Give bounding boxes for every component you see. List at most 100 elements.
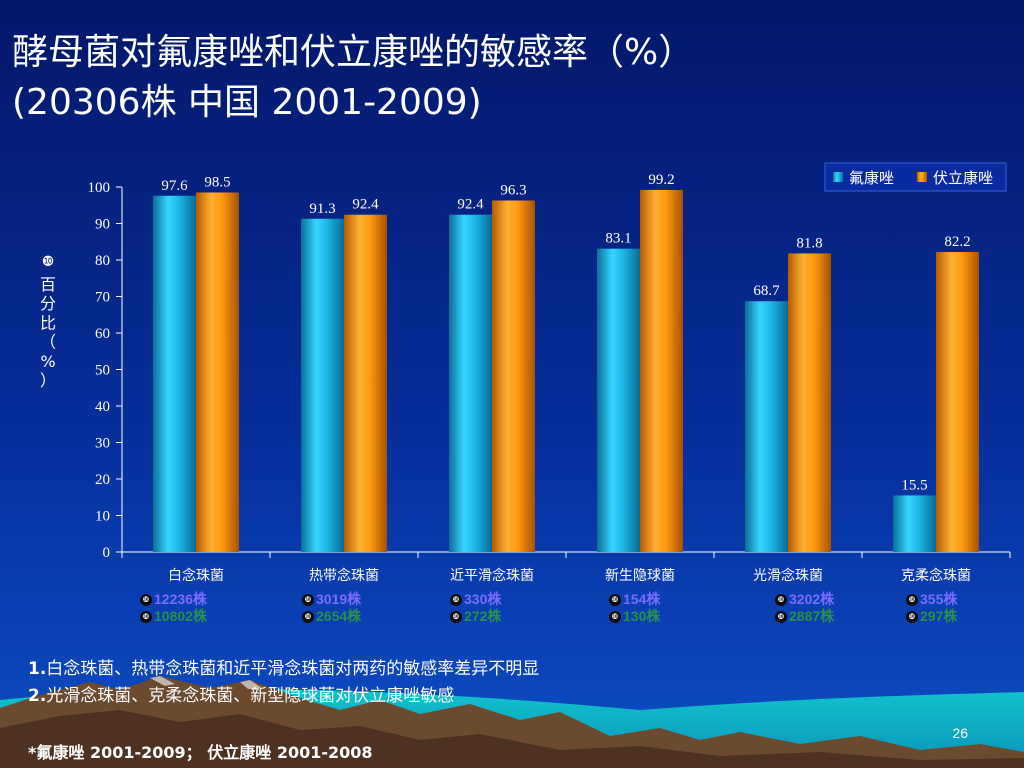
fluconazole-sample-count: ❿ 330株 bbox=[450, 591, 501, 608]
fluconazole-value-label: 97.6 bbox=[161, 178, 188, 194]
voriconazole-bar bbox=[344, 214, 387, 552]
fluconazole-value-label: 92.4 bbox=[457, 197, 484, 213]
fluconazole-sample-count-value: 355株 bbox=[920, 591, 958, 607]
voriconazole-value-label: 92.4 bbox=[352, 197, 379, 213]
y-tick-label: 100 bbox=[88, 180, 111, 196]
fluconazole-value-label: 68.7 bbox=[753, 283, 780, 299]
fluconazole-value-label: 15.5 bbox=[901, 477, 927, 493]
voriconazole-sample-count: ❿ 130株 bbox=[609, 608, 660, 625]
voriconazole-value-label: 99.2 bbox=[648, 172, 674, 188]
y-tick-label: 10 bbox=[95, 509, 110, 525]
y-tick-label: 40 bbox=[95, 399, 110, 415]
voriconazole-value-label: 96.3 bbox=[500, 183, 526, 199]
legend-swatch-fluconazole bbox=[833, 172, 843, 182]
fluconazole-sample-count-value: 3202株 bbox=[789, 591, 835, 607]
slide-title: 酵母菌对氟康唑和伏立康唑的敏感率（%） (20306株 中国 2001-2009… bbox=[12, 28, 1012, 128]
note-2-number: 2. bbox=[28, 686, 47, 706]
y-tick-label: 60 bbox=[95, 326, 110, 342]
footnote-separator: ； 伏立康唑 bbox=[185, 743, 277, 762]
sample-marker-icon: ❿ bbox=[140, 594, 152, 607]
fluconazole-bar bbox=[597, 248, 640, 552]
voriconazole-sample-count: ❿ 2887株 bbox=[775, 608, 834, 625]
x-category-label: 新生隐球菌 bbox=[605, 568, 675, 584]
voriconazole-value-label: 98.5 bbox=[204, 174, 230, 190]
sample-marker-icon: ❿ bbox=[609, 611, 621, 624]
note-2-text: 光滑念珠菌、克柔念珠菌、新型隐球菌对伏立康唑敏感 bbox=[46, 686, 455, 706]
note-1-text: 白念珠菌、热带念珠菌和近平滑念珠菌对两药的敏感率差异不明显 bbox=[46, 659, 540, 679]
mountain-scene-decoration bbox=[0, 676, 1024, 768]
x-category-label: 光滑念珠菌 bbox=[753, 567, 823, 584]
voriconazole-sample-count-value: 297株 bbox=[920, 608, 958, 624]
slide-title-line-1: 酵母菌对氟康唑和伏立康唑的敏感率（%） bbox=[12, 32, 695, 73]
sample-marker-icon: ❿ bbox=[302, 594, 314, 607]
fluconazole-bar bbox=[745, 301, 788, 552]
sample-marker-icon: ❿ bbox=[906, 594, 918, 607]
legend-label-voriconazole: 伏立康唑 bbox=[933, 169, 993, 187]
voriconazole-bar bbox=[492, 200, 535, 552]
footnote-fluconazole-years: 2001-2009 bbox=[89, 743, 186, 762]
fluconazole-value-label: 91.3 bbox=[309, 201, 335, 217]
bar-chart: 0 10 20 30 40 50 60 70 80 90 100 ❿ 百分比（%） 白念珠菌 热带念珠菌 近… bbox=[40, 162, 1011, 584]
x-category-label: 克柔念珠菌 bbox=[901, 567, 971, 584]
y-tick-label: 30 bbox=[95, 436, 110, 452]
sample-marker-icon: ❿ bbox=[775, 594, 787, 607]
fluconazole-sample-count: ❿ 12236株 bbox=[140, 591, 207, 608]
fluconazole-bar bbox=[449, 214, 492, 552]
sample-marker-icon: ❿ bbox=[302, 611, 314, 624]
fluconazole-sample-count: ❿ 3202株 bbox=[775, 591, 834, 608]
legend-box bbox=[824, 162, 1007, 192]
legend-label-fluconazole: 氟康唑 bbox=[849, 169, 894, 187]
chart-labels: 白念珠菌 热带念珠菌 近平滑念珠菌 新生隐球菌 光滑念珠菌 克柔念珠菌 97.6 91.3 92… bbox=[161, 172, 971, 584]
legend-swatch-voriconazole bbox=[917, 172, 927, 182]
voriconazole-value-label: 82.2 bbox=[944, 234, 970, 250]
voriconazole-sample-count: ❿ 10802株 bbox=[140, 608, 207, 625]
voriconazole-bar bbox=[936, 251, 979, 552]
footnote-prefix: *氟康唑 bbox=[28, 743, 90, 762]
voriconazole-sample-count: ❿ 297株 bbox=[906, 608, 957, 625]
note-2: 2.光滑念珠菌、克柔念珠菌、新型隐球菌对伏立康唑敏感 bbox=[28, 683, 539, 710]
voriconazole-sample-count: ❿ 2654株 bbox=[302, 608, 361, 625]
notes-list: 1.白念珠菌、热带念珠菌和近平滑念珠菌对两药的敏感率差异不明显 2.光滑念珠菌、… bbox=[28, 656, 539, 710]
voriconazole-sample-count-value: 272株 bbox=[464, 608, 502, 624]
voriconazole-sample-count-value: 10802株 bbox=[154, 608, 207, 624]
sample-marker-icon: ❿ bbox=[140, 611, 152, 624]
slide-title-line-2: (20306株 中国 2001-2009) bbox=[12, 82, 482, 123]
voriconazole-bar bbox=[640, 189, 683, 553]
footnote-voriconazole-years: 2001-2008 bbox=[276, 743, 373, 762]
voriconazole-sample-count-value: 2887株 bbox=[789, 608, 835, 624]
sample-marker-icon: ❿ bbox=[775, 611, 787, 624]
fluconazole-sample-count: ❿ 355株 bbox=[906, 591, 957, 608]
fluconazole-value-label: 83.1 bbox=[605, 231, 631, 247]
sample-marker-icon: ❿ bbox=[906, 611, 918, 624]
fluconazole-sample-count: ❿ 3019株 bbox=[302, 591, 361, 608]
y-axis-marker-icon: ❿ bbox=[42, 254, 55, 270]
fluconazole-sample-count-value: 330株 bbox=[464, 591, 502, 607]
fluconazole-bar bbox=[301, 218, 344, 552]
voriconazole-sample-count-value: 130株 bbox=[623, 608, 661, 624]
y-axis-label: 百分比（%） bbox=[40, 275, 56, 390]
chart-legend: 氟康唑 伏立康唑 bbox=[824, 162, 1007, 192]
y-tick-label: 0 bbox=[103, 545, 111, 561]
voriconazole-value-label: 81.8 bbox=[796, 235, 822, 251]
fluconazole-bar bbox=[153, 195, 196, 552]
sample-marker-icon: ❿ bbox=[450, 611, 462, 624]
chart-axes: 0 10 20 30 40 50 60 70 80 90 100 ❿ 百分比（%） bbox=[40, 180, 1011, 561]
fluconazole-sample-count-value: 12236株 bbox=[154, 591, 207, 607]
voriconazole-sample-count: ❿ 272株 bbox=[450, 608, 501, 625]
y-tick-label: 50 bbox=[95, 363, 110, 379]
fluconazole-sample-count-value: 3019株 bbox=[316, 591, 362, 607]
y-tick-label: 90 bbox=[95, 217, 110, 233]
chart-bars bbox=[153, 189, 979, 553]
fluconazole-sample-count-value: 154株 bbox=[623, 591, 661, 607]
x-category-label: 近平滑念珠菌 bbox=[450, 567, 534, 584]
fluconazole-bar bbox=[893, 495, 936, 552]
footnote: *氟康唑 2001-2009； 伏立康唑 2001-2008 bbox=[28, 739, 373, 763]
sample-marker-icon: ❿ bbox=[450, 594, 462, 607]
note-1: 1.白念珠菌、热带念珠菌和近平滑念珠菌对两药的敏感率差异不明显 bbox=[28, 656, 539, 683]
voriconazole-bar bbox=[196, 192, 239, 552]
fluconazole-sample-count: ❿ 154株 bbox=[609, 591, 660, 608]
y-tick-label: 70 bbox=[95, 290, 110, 306]
y-tick-label: 20 bbox=[95, 472, 110, 488]
sample-marker-icon: ❿ bbox=[609, 594, 621, 607]
voriconazole-bar bbox=[788, 253, 831, 552]
